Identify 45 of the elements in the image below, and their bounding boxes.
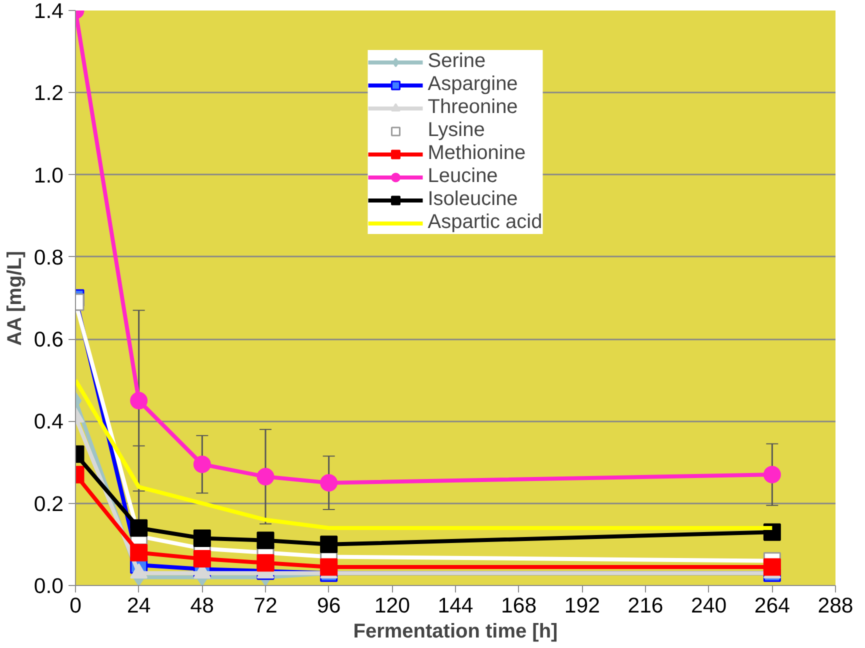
x-tick-label: 96 <box>316 594 341 618</box>
y-tick-label: 1.2 <box>34 81 64 106</box>
y-tick-label: 0.2 <box>34 492 64 516</box>
x-tick-label: 0 <box>70 594 82 618</box>
legend-label: Isoleucine <box>428 188 518 211</box>
x-tick-label: 288 <box>818 594 854 618</box>
legend-label: Leucine <box>428 165 498 188</box>
x-tick-label: 72 <box>254 594 278 618</box>
x-tick-label: 216 <box>628 594 664 618</box>
x-tick-label: 192 <box>564 594 600 618</box>
point <box>256 532 274 550</box>
x-tick-label: 168 <box>501 594 537 618</box>
y-tick-label: 0.4 <box>34 410 64 434</box>
point <box>130 519 148 537</box>
y-tick-label: 0.6 <box>34 328 64 352</box>
x-axis-title: Fermentation time [h] <box>353 620 558 642</box>
legend-label: Aspargine <box>428 73 518 96</box>
legend-label: Aspartic acid <box>428 211 542 234</box>
point <box>320 474 338 492</box>
point <box>763 558 781 576</box>
y-tick-label: 1.0 <box>34 163 64 188</box>
y-tick-label: 1.4 <box>34 0 64 23</box>
y-axis-title: AA [mg/L] <box>4 250 26 346</box>
x-tick-label: 48 <box>190 594 214 618</box>
point <box>193 530 211 548</box>
point <box>130 392 148 410</box>
y-tick-label: 0.0 <box>34 574 64 598</box>
x-tick-label: 240 <box>691 594 727 618</box>
legend-label: Methionine <box>428 142 526 165</box>
point <box>193 550 211 568</box>
point <box>256 468 274 486</box>
y-tick-label: 0.8 <box>34 245 64 270</box>
point <box>256 554 274 572</box>
x-tick-label: 120 <box>374 594 410 618</box>
legend-label: Serine <box>428 50 486 73</box>
point <box>193 456 211 474</box>
legend-label: Threonine <box>428 96 518 119</box>
point <box>320 536 338 554</box>
x-tick-label: 264 <box>754 594 790 618</box>
legend-label: Lysine <box>428 119 485 142</box>
x-tick-label: 24 <box>126 594 151 618</box>
point <box>763 466 781 484</box>
point <box>130 544 148 562</box>
point <box>320 558 338 576</box>
x-tick-label: 144 <box>438 594 474 618</box>
